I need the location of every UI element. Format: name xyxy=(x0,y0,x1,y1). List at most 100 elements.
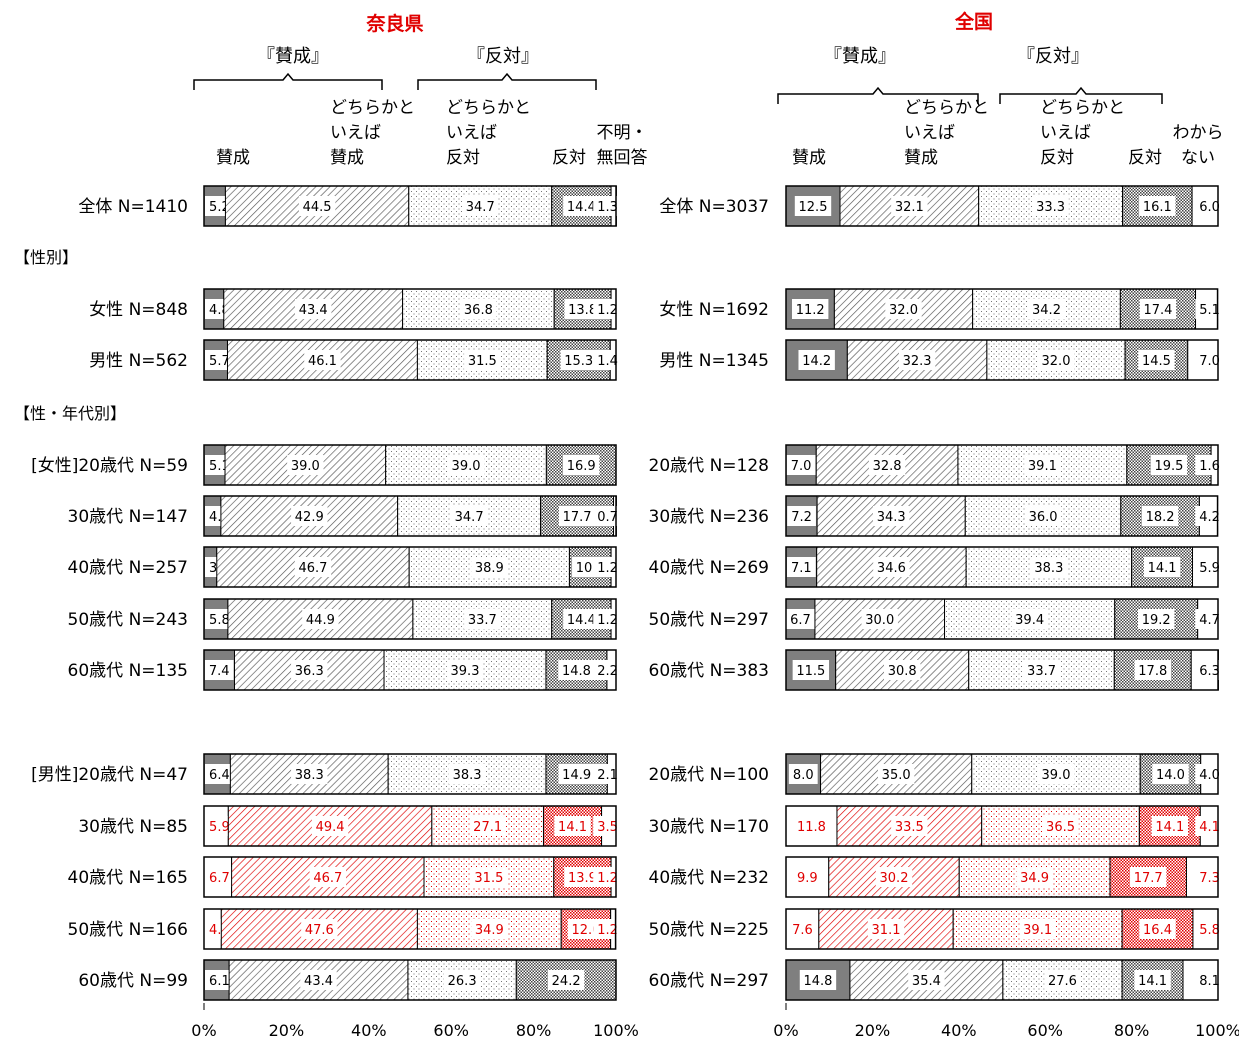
data-label-national-7-unknown: 6.3 xyxy=(1199,664,1220,679)
legend-nara-somewhat-agree-line0: どちらかと xyxy=(330,98,415,118)
bar-frame-nara-2 xyxy=(203,339,617,381)
bar-frame-nara-5 xyxy=(203,546,617,588)
data-label-national-4-disagree: 18.2 xyxy=(1146,510,1175,525)
data-label-nara-4-somewhat-disagree: 34.7 xyxy=(455,510,484,525)
legend-national-disagree-line0: 反対 xyxy=(1128,148,1162,168)
row-label-national-4: 30歳代 N=236 xyxy=(649,507,769,527)
data-label-bg-national-3-somewhat-disagree xyxy=(1024,455,1061,475)
data-label-bg-national-2-somewhat-disagree xyxy=(1037,350,1075,370)
data-label-bg-national-12-unknown xyxy=(1195,970,1224,990)
data-label-nara-11-somewhat-agree: 47.6 xyxy=(305,923,334,938)
group-bracket-national-1 xyxy=(999,86,1163,104)
data-label-national-11-somewhat-agree: 31.1 xyxy=(872,923,901,938)
legend-national-somewhat-disagree-line2: 反対 xyxy=(1040,148,1074,168)
data-label-bg-nara-4-somewhat-disagree xyxy=(450,506,488,526)
data-label-nara-7-agree: 7.4 xyxy=(209,664,230,679)
data-label-nara-9-somewhat-disagree: 27.1 xyxy=(473,820,502,835)
data-label-bg-national-10-agree xyxy=(792,867,822,887)
data-label-nara-6-agree: 5.8 xyxy=(209,613,230,628)
data-label-bg-national-7-disagree xyxy=(1134,660,1171,680)
data-label-national-5-agree: 7.1 xyxy=(791,561,812,576)
bar-frame-national-12 xyxy=(785,959,1219,1001)
data-label-bg-nara-8-somewhat-disagree xyxy=(448,764,486,784)
data-label-national-5-unknown: 5.9 xyxy=(1199,561,1220,576)
data-label-national-8-disagree: 14.0 xyxy=(1156,768,1185,783)
x-tick-national-3: 60% xyxy=(1027,1021,1063,1040)
data-label-bg-national-11-unknown xyxy=(1195,919,1224,939)
group-bracket-national-0 xyxy=(777,86,979,104)
data-label-bg-nara-4-unknown xyxy=(593,506,622,526)
data-label-bg-national-11-somewhat-disagree xyxy=(1019,919,1056,939)
data-label-nara-8-somewhat-agree: 38.3 xyxy=(295,768,324,783)
legend-national-unknown-line0: わから xyxy=(1173,123,1224,143)
data-label-nara-5-somewhat-agree: 46.7 xyxy=(298,561,327,576)
data-label-bg-nara-10-somewhat-disagree xyxy=(470,867,508,887)
legend-nara-somewhat-disagree-line1: いえば xyxy=(446,123,497,143)
data-label-bg-nara-7-somewhat-disagree xyxy=(446,660,484,680)
data-label-bg-national-10-disagree xyxy=(1130,867,1167,887)
data-label-bg-national-11-agree xyxy=(788,919,817,939)
legend-nara-agree-line0: 賛成 xyxy=(216,148,250,168)
x-tick-nara-4: 80% xyxy=(516,1021,552,1040)
data-label-national-5-somewhat-disagree: 38.3 xyxy=(1034,561,1063,576)
chart-title-nara: 奈良県 xyxy=(365,12,423,35)
data-label-national-6-disagree: 19.2 xyxy=(1142,613,1171,628)
data-label-bg-national-7-somewhat-disagree xyxy=(1023,660,1060,680)
data-label-bg-nara-7-unknown xyxy=(593,660,622,680)
data-label-bg-national-4-agree xyxy=(787,506,816,526)
data-label-nara-2-somewhat-disagree: 31.5 xyxy=(468,354,497,369)
data-label-bg-nara-10-agree xyxy=(205,867,234,887)
data-label-national-7-disagree: 17.8 xyxy=(1138,664,1167,679)
data-label-nara-9-unknown: 3.5 xyxy=(597,820,618,835)
row-label-nara-3: [女性]20歳代 N=59 xyxy=(31,456,188,476)
data-label-national-4-unknown: 4.2 xyxy=(1199,510,1220,525)
bar-frame-nara-6 xyxy=(203,598,617,640)
x-tick-nara-1: 20% xyxy=(269,1021,305,1040)
data-label-bg-nara-1-unknown xyxy=(593,299,622,319)
row-label-nara-1: 女性 N=848 xyxy=(89,300,188,320)
data-label-bg-national-0-agree xyxy=(794,196,832,216)
data-label-bg-nara-9-unknown xyxy=(593,816,622,836)
data-label-bg-nara-3-somewhat-disagree xyxy=(447,455,485,475)
bar-frame-national-9 xyxy=(785,805,1219,847)
bar-frame-national-1 xyxy=(785,288,1219,330)
legend-national-agree-line0: 賛成 xyxy=(792,148,826,168)
data-label-national-0-unknown: 6.0 xyxy=(1199,200,1220,215)
bar-frame-nara-7 xyxy=(203,649,617,691)
data-label-bg-nara-8-unknown xyxy=(593,764,622,784)
bar-frame-nara-9 xyxy=(203,805,617,847)
bar-frame-national-10 xyxy=(785,856,1219,898)
bar-frame-nara-11 xyxy=(203,908,617,950)
data-label-bg-national-1-unknown xyxy=(1195,299,1224,319)
legend-nara-unknown-line1: 無回答 xyxy=(597,148,648,168)
data-label-bg-nara-11-unknown xyxy=(593,919,622,939)
data-label-nara-6-somewhat-disagree: 33.7 xyxy=(468,613,497,628)
data-label-nara-10-agree: 6.7 xyxy=(209,871,230,886)
data-label-nara-1-disagree: 13.8 xyxy=(568,303,597,318)
data-label-nara-2-unknown: 1.4 xyxy=(597,354,618,369)
data-label-national-4-somewhat-disagree: 36.0 xyxy=(1029,510,1058,525)
data-label-national-2-somewhat-agree: 32.3 xyxy=(903,354,932,369)
group-label-agree-nara: 『賛成』 xyxy=(257,46,329,67)
data-label-bg-nara-3-disagree xyxy=(562,455,600,475)
bar-frame-national-11 xyxy=(785,908,1219,950)
x-tick-nara-5: 100% xyxy=(593,1021,639,1040)
data-label-bg-national-9-disagree xyxy=(1151,816,1189,836)
group-bracket-nara-1 xyxy=(417,72,597,90)
data-label-national-12-disagree: 14.1 xyxy=(1138,974,1167,989)
data-label-nara-9-agree: 5.9 xyxy=(209,820,230,835)
data-label-bg-nara-8-agree xyxy=(205,764,234,784)
data-label-bg-national-4-somewhat-agree xyxy=(872,506,910,526)
data-label-bg-national-6-agree xyxy=(786,609,815,629)
data-label-bg-nara-9-disagree xyxy=(554,816,591,836)
data-label-bg-nara-5-somewhat-disagree xyxy=(471,557,508,577)
bar-frame-nara-12 xyxy=(203,959,617,1001)
legend-nara-disagree-line0: 反対 xyxy=(552,148,586,168)
x-tick-national-0: 0% xyxy=(773,1021,798,1040)
data-label-bg-national-9-agree xyxy=(793,816,830,836)
data-label-bg-nara-9-agree xyxy=(205,816,234,836)
data-label-nara-12-disagree: 24.2 xyxy=(552,974,581,989)
row-label-national-6: 50歳代 N=297 xyxy=(649,610,769,630)
x-tick-national-1: 20% xyxy=(855,1021,891,1040)
row-label-nara-7: 60歳代 N=135 xyxy=(68,661,188,681)
